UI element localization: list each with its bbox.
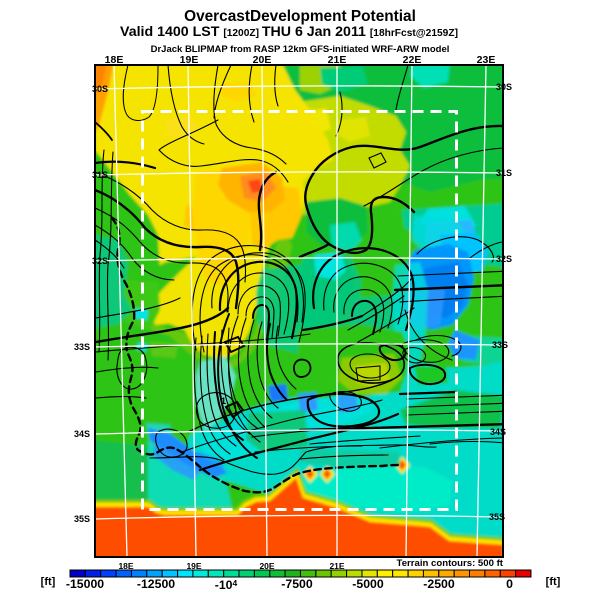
svg-text:33S: 33S: [74, 342, 90, 352]
svg-text:-2500: -2500: [423, 577, 455, 591]
svg-text:33S: 33S: [492, 340, 508, 350]
svg-text:20E: 20E: [259, 561, 274, 571]
svg-text:34S: 34S: [74, 429, 90, 439]
svg-text:18E: 18E: [105, 54, 124, 66]
svg-text:-7500: -7500: [281, 577, 313, 591]
svg-text:19E: 19E: [180, 54, 199, 66]
svg-text:20E: 20E: [253, 54, 272, 66]
svg-text:1: 1: [221, 396, 226, 406]
svg-text:23E: 23E: [477, 54, 496, 66]
svg-text:31S: 31S: [92, 170, 108, 180]
svg-text:19E: 19E: [186, 561, 201, 571]
svg-text:DrJack BLIPMAP from RASP 12km: DrJack BLIPMAP from RASP 12km GFS-initia…: [151, 44, 450, 55]
svg-text:31S: 31S: [496, 168, 512, 178]
svg-text:-5000: -5000: [352, 577, 384, 591]
svg-text:-104: -104: [215, 578, 238, 592]
svg-text:21E: 21E: [328, 54, 347, 66]
svg-text:21E: 21E: [329, 561, 344, 571]
svg-text:32S: 32S: [92, 256, 108, 266]
svg-text:35S: 35S: [489, 512, 505, 522]
svg-text:Valid 1400 LST [1200Z] THU 6 J: Valid 1400 LST [1200Z] THU 6 Jan 2011 [1…: [120, 24, 458, 40]
svg-text:0: 0: [506, 577, 513, 591]
svg-text:-12500: -12500: [137, 577, 175, 591]
svg-text:[ft]: [ft]: [546, 576, 561, 588]
svg-text:35S: 35S: [74, 514, 90, 524]
svg-text:[ft]: [ft]: [41, 576, 56, 588]
svg-text:32S: 32S: [496, 254, 512, 264]
svg-text:30S: 30S: [496, 82, 512, 92]
svg-text:18E: 18E: [118, 561, 133, 571]
svg-text:34S: 34S: [490, 427, 506, 437]
svg-text:-15000: -15000: [66, 577, 104, 591]
svg-text:OvercastDevelopment Potential: OvercastDevelopment Potential: [184, 8, 416, 25]
svg-text:22E: 22E: [403, 54, 422, 66]
svg-text:Terrain contours: 500 ft: Terrain contours: 500 ft: [397, 558, 504, 569]
svg-text:30S: 30S: [92, 84, 108, 94]
